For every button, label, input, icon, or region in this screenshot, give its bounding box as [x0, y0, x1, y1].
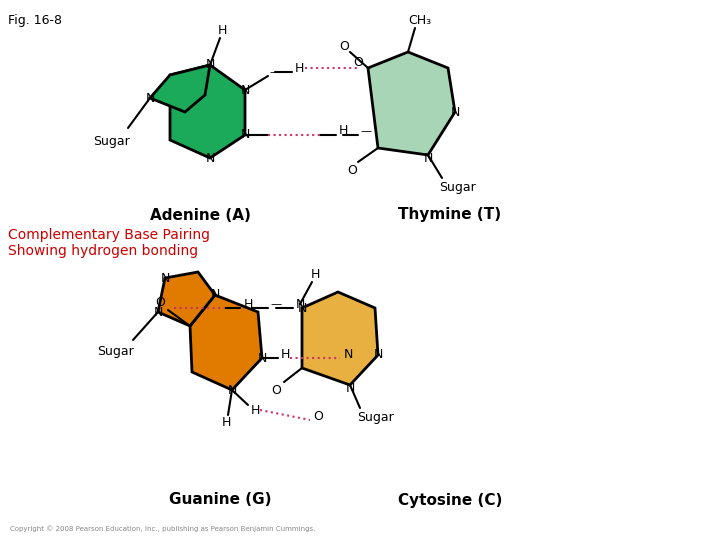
Text: H: H [251, 403, 260, 416]
Text: —: — [269, 67, 281, 77]
Text: H: H [221, 415, 230, 429]
Text: Adenine (A): Adenine (A) [150, 207, 251, 222]
Text: Sugar: Sugar [356, 411, 393, 424]
Text: H: H [310, 268, 320, 281]
Text: Sugar: Sugar [440, 181, 477, 194]
Polygon shape [170, 65, 245, 158]
Text: N: N [205, 58, 215, 71]
Text: N: N [295, 298, 305, 310]
Text: —: — [361, 126, 372, 136]
Text: Thymine (T): Thymine (T) [398, 207, 502, 222]
Polygon shape [302, 292, 378, 385]
Polygon shape [368, 52, 455, 155]
Text: Fig. 16-8: Fig. 16-8 [8, 14, 62, 27]
Text: H: H [294, 62, 304, 75]
Text: N: N [257, 352, 266, 365]
Text: Copyright © 2008 Pearson Education, Inc., publishing as Pearson Benjamin Cumming: Copyright © 2008 Pearson Education, Inc.… [10, 525, 315, 532]
Text: CH₃: CH₃ [408, 15, 431, 28]
Text: Sugar: Sugar [94, 136, 130, 148]
Text: N: N [153, 306, 163, 319]
Text: N: N [297, 301, 307, 314]
Text: N: N [240, 129, 250, 141]
Text: H: H [280, 348, 289, 361]
Text: O: O [339, 39, 349, 52]
Text: H: H [217, 24, 227, 37]
Text: Complementary Base Pairing
Showing hydrogen bonding: Complementary Base Pairing Showing hydro… [8, 228, 210, 258]
Text: O: O [313, 409, 323, 422]
Text: N: N [450, 105, 459, 118]
Text: N: N [240, 84, 250, 97]
Text: O: O [155, 295, 165, 308]
Text: H: H [338, 125, 348, 138]
Text: N: N [205, 152, 215, 165]
Text: N: N [210, 288, 220, 301]
Polygon shape [158, 272, 215, 326]
Text: O: O [353, 56, 363, 69]
Text: Cytosine (C): Cytosine (C) [398, 492, 502, 508]
Text: N: N [373, 348, 383, 361]
Text: N: N [343, 348, 353, 361]
Text: N: N [161, 272, 170, 285]
Text: H: H [243, 298, 253, 310]
Text: —: — [271, 299, 282, 309]
Text: Sugar: Sugar [96, 346, 133, 359]
Text: N: N [145, 91, 155, 105]
Text: O: O [271, 383, 281, 396]
Text: N: N [423, 152, 433, 165]
Text: Guanine (G): Guanine (G) [168, 492, 271, 508]
Text: O: O [347, 164, 357, 177]
Polygon shape [190, 295, 262, 390]
Polygon shape [150, 65, 210, 112]
Text: N: N [228, 383, 237, 396]
Text: N: N [346, 381, 355, 395]
